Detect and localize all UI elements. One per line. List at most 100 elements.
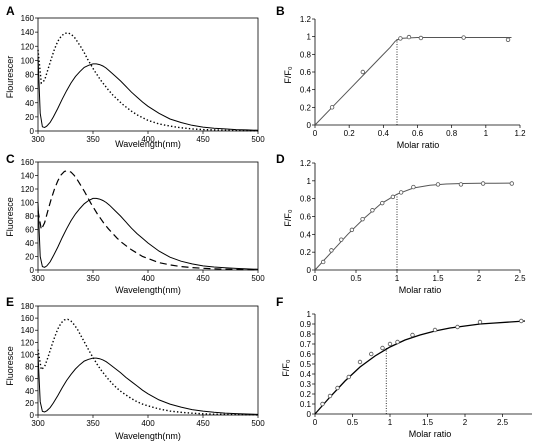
panel-d-x-tick-label: 1.5	[432, 274, 444, 283]
panel-e-x-tick-label: 500	[251, 419, 265, 428]
panel-f-data-point	[346, 374, 351, 380]
panel-a-x-tick-label: 500	[251, 135, 265, 144]
panel-f-y-tick-label: 0.4	[300, 370, 312, 379]
panel-e-x-tick-label: 350	[86, 419, 100, 428]
panel-e-y-tick-label: 140	[21, 326, 35, 335]
panel-d-y-tick-label: 0.8	[300, 195, 312, 204]
panel-f-x-tick-label: 1.5	[422, 418, 434, 427]
panel-b-y-tick-label: 0.6	[300, 68, 312, 77]
panel-c-x-axis-label: Wavelength(nm)	[115, 285, 181, 295]
panel-d-x-tick-label: 2	[477, 274, 482, 283]
panel-d-y-tick-label: 0.2	[300, 248, 312, 257]
panel-c-x-tick-label: 450	[196, 274, 210, 283]
panel-c-y-tick-label: 80	[25, 212, 34, 221]
panel-e-y-tick-label: 40	[25, 387, 34, 396]
panel-a-y-tick-label: 40	[25, 99, 34, 108]
panel-d-y-tick-label: 0.6	[300, 213, 312, 222]
panel-d-y-tick-label: 0	[307, 266, 312, 275]
panel-c-y-tick-label: 140	[21, 172, 35, 181]
panel-f-y-tick-label: 0.5	[300, 360, 312, 369]
panel-f-data-point	[320, 401, 325, 407]
panel-f-y-tick-label: 0.2	[300, 390, 312, 399]
panel-b-data-point	[461, 35, 466, 40]
panel-b-x-tick-label: 0.4	[378, 129, 390, 138]
panel-d-y-tick-label: 1	[307, 177, 312, 186]
panel-b-y-tick-label: 0.4	[300, 86, 312, 95]
panel-a-y-axis-label: Flourescer	[5, 56, 15, 99]
panel-e-y-tick-label: 120	[21, 338, 35, 347]
panel-f-x-tick-label: 2.5	[497, 418, 509, 427]
panel-f-data-point	[327, 393, 333, 399]
panel-f-y-axis-label: F/F₀	[281, 359, 291, 376]
panel-f-data-point	[387, 341, 393, 347]
panel-d-x-axis-label: Molar ratio	[399, 285, 442, 295]
panel-f-data-point	[410, 332, 415, 338]
panel-c-y-tick-label: 160	[21, 158, 35, 167]
panel-f-data-point	[335, 385, 340, 391]
panel-b-x-tick-label: 0	[313, 129, 318, 138]
panel-a-y-tick-label: 80	[25, 71, 34, 80]
panel-f-chart: F F/F₀ Molar ratio 00.511.522.5300.10.20…	[276, 295, 532, 439]
panel-e-y-tick-label: 100	[21, 350, 35, 359]
panel-d-data-point	[380, 200, 385, 206]
panel-b-data-point	[329, 105, 335, 110]
panel-e-y-axis-label: Fluoresce	[5, 346, 15, 386]
panel-d-x-tick-label: 0.5	[350, 274, 362, 283]
panel-b-y-tick-label: 1	[307, 33, 312, 42]
panel-c-y-tick-label: 0	[30, 266, 35, 275]
panel-d-fit-curve	[314, 182, 512, 271]
panel-a-y-tick-label: 0	[30, 127, 35, 136]
panel-f-data-point	[395, 339, 400, 345]
panel-a-y-tick-label: 120	[21, 42, 35, 51]
panel-b-y-tick-label: 0.8	[300, 50, 312, 59]
panel-a-y-tick-label: 20	[25, 113, 34, 122]
panel-c-y-tick-label: 40	[25, 239, 34, 248]
panel-f-x-tick-label: 0.5	[347, 418, 359, 427]
panel-d-data-point	[360, 216, 365, 222]
panel-c-x-tick-label: 400	[141, 274, 155, 283]
panel-d-data-point	[329, 248, 334, 253]
panel-d-data-point	[339, 237, 344, 242]
panel-d-label: D	[276, 152, 285, 166]
panel-b-y-tick-label: 0.2	[300, 103, 312, 112]
panel-b-data-point	[398, 36, 403, 41]
panel-b-y-tick-label: 0	[307, 121, 312, 130]
panel-a-x-tick-label: 300	[31, 135, 45, 144]
panel-a-x-tick-label: 400	[141, 135, 155, 144]
panel-b-x-tick-label: 0.2	[344, 129, 356, 138]
panel-f-y-tick-label: 0.8	[300, 330, 312, 339]
panel-a-series-solid	[37, 56, 259, 131]
panel-a-y-tick-label: 140	[21, 28, 35, 37]
panel-a-plot-frame	[37, 17, 259, 132]
panel-a-x-tick-label: 450	[196, 135, 210, 144]
panel-f-y-tick-label: 1	[307, 310, 312, 319]
panel-c-x-tick-label: 350	[86, 274, 100, 283]
panel-e-y-tick-label: 180	[21, 302, 35, 311]
panel-d-data-point	[370, 208, 375, 213]
panel-e-label: E	[6, 295, 14, 309]
panel-b-x-tick-label: 1	[484, 129, 489, 138]
panel-e-y-tick-label: 60	[25, 375, 34, 384]
panel-b-data-point	[418, 35, 424, 41]
panel-f-x-tick-label: 1	[388, 418, 393, 427]
panel-d-data-point	[480, 181, 486, 186]
panel-d-data-point	[435, 182, 441, 187]
panel-a-y-tick-label: 60	[25, 85, 34, 94]
panel-f-y-tick-label: 0.6	[300, 350, 312, 359]
panel-e-x-axis-label: Wavelength(nm)	[115, 431, 181, 441]
panel-c-chart: C Fluoresce Wavelength(nm) 300 350 400 450 5…	[5, 152, 265, 295]
panel-e-y-tick-label: 0	[30, 411, 35, 420]
panel-d-x-tick-label: 0	[313, 274, 318, 283]
panel-d-data-point	[398, 190, 404, 195]
panel-f-label: F	[276, 295, 283, 309]
panel-c-y-tick-label: 60	[25, 226, 34, 235]
panel-b-y-tick-label: 1.2	[300, 15, 312, 24]
panel-b-data-point	[505, 37, 511, 42]
panel-f-data-point	[477, 319, 483, 325]
panel-c-plot-frame	[37, 161, 259, 271]
panel-b-label: B	[276, 4, 285, 18]
panel-f-x-tick-label: 2	[463, 418, 468, 427]
panel-e-series-dotted	[37, 318, 259, 416]
panel-c-y-tick-label: 100	[21, 199, 35, 208]
